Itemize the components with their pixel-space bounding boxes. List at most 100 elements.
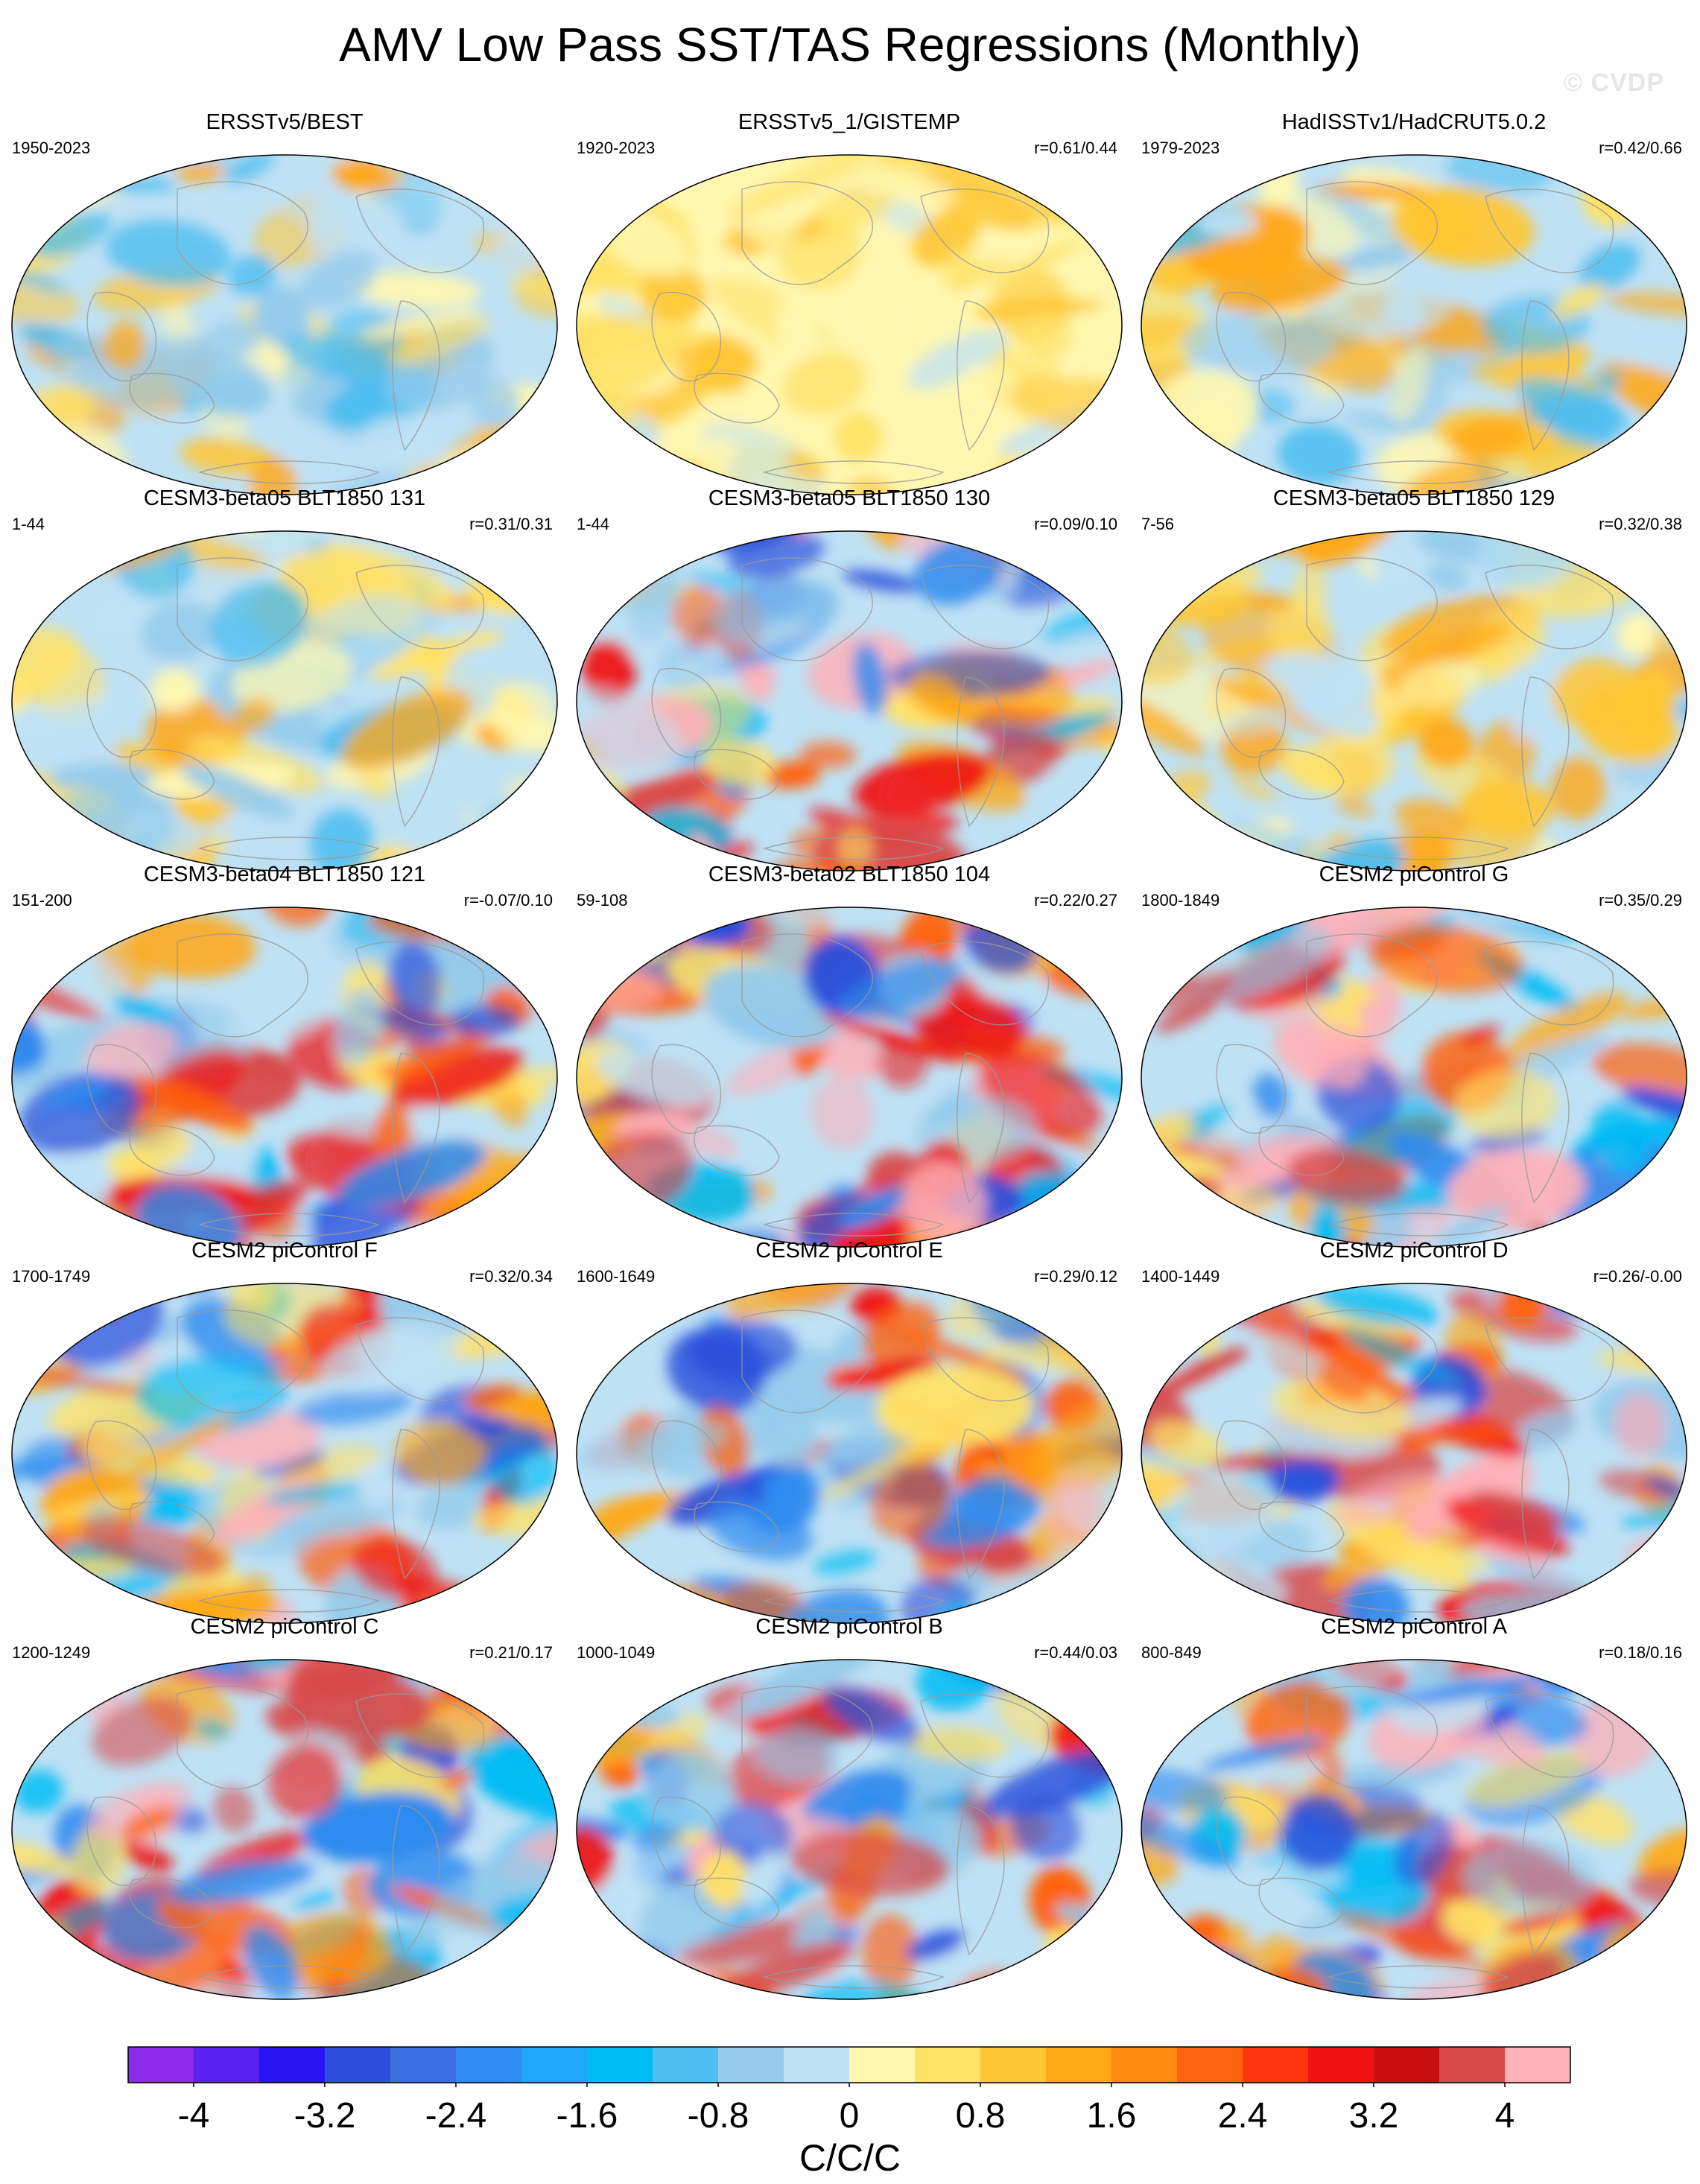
colorbar-swatch (653, 2047, 719, 2083)
regression-field (12, 531, 557, 871)
panel-correlation: r=0.29/0.12 (1034, 1267, 1117, 1286)
colorbar-swatch (456, 2047, 522, 2083)
regression-field (12, 1660, 557, 1999)
colorbar-swatch (1046, 2047, 1112, 2083)
colorbar-swatch (1505, 2047, 1571, 2083)
map-panel: HadISSTv1/HadCRUT5.0.2 1979-2023 r=0.42/0.… (1135, 109, 1693, 511)
panel-correlation: r=0.31/0.31 (469, 515, 553, 533)
colorbar-swatch (1111, 2047, 1178, 2083)
colorbar-swatch (194, 2047, 260, 2083)
cvdp-watermark: © CVDP (1564, 69, 1664, 97)
map-border (11, 1283, 558, 1624)
panel-period: 1920-2023 (577, 139, 656, 157)
colorbar-tick-label: -0.8 (688, 2096, 749, 2135)
map-border (11, 530, 558, 872)
regression-field (1141, 531, 1687, 871)
colorbar: -4 -3.2 -2.4 -1.6 -0.8 0 0.8 1.6 2.4 3.2 4 (127, 2046, 1571, 2135)
colorbar-swatch (1374, 2047, 1440, 2083)
colorbar-tick-label: 3.2 (1349, 2096, 1399, 2135)
colorbar-tick-label: -3.2 (294, 2096, 356, 2135)
regression-field (1141, 155, 1687, 495)
regression-field (1141, 1660, 1687, 1999)
robinson-map (11, 907, 558, 1248)
panel-period: 1-44 (12, 515, 45, 533)
panel-correlation: r=0.32/0.38 (1599, 515, 1682, 533)
colorbar-swatch (325, 2047, 391, 2083)
map-panel: CESM3-beta05 BLT1850 130 1-44 r=0.09/0.10 (571, 485, 1128, 887)
panel-correlation: r=0.42/0.66 (1599, 139, 1682, 157)
panel-title: ERSSTv5/BEST (206, 110, 364, 134)
panel-title: CESM3-beta05 BLT1850 130 (708, 486, 991, 510)
regression-field (12, 155, 557, 495)
panel-period: 151-200 (12, 891, 72, 910)
panel-title: CESM2 piControl D (1319, 1239, 1509, 1263)
robinson-map (576, 530, 1123, 872)
colorbar-swatch (587, 2047, 653, 2083)
panel-correlation: r=0.18/0.16 (1599, 1643, 1682, 1662)
panel-correlation: r=0.32/0.34 (469, 1267, 553, 1286)
colorbar-swatch (1439, 2047, 1506, 2083)
robinson-map (11, 1283, 558, 1624)
robinson-map (576, 154, 1123, 495)
robinson-map (11, 1659, 558, 2000)
regression-field (577, 1660, 1122, 1999)
robinson-map (11, 530, 558, 872)
map-panel: CESM3-beta02 BLT1850 104 59-108 r=0.22/0.2… (571, 861, 1128, 1263)
panel-correlation: r=-0.07/0.10 (463, 891, 553, 910)
map-panel: CESM2 piControl C 1200-1249 r=0.21/0.17 (6, 1613, 563, 2016)
colorbar-tick-label: 0.8 (956, 2096, 1006, 2135)
map-border (576, 530, 1123, 872)
map-panel: CESM2 piControl B 1000-1049 r=0.44/0.03 (571, 1613, 1128, 2016)
panel-period: 1800-1849 (1141, 891, 1220, 910)
regression-field (12, 1283, 557, 1623)
panel-title: ERSSTv5_1/GISTEMP (738, 110, 961, 134)
robinson-map (11, 154, 558, 495)
colorbar-swatch (980, 2047, 1047, 2083)
robinson-map (1141, 1283, 1687, 1624)
panel-title: CESM3-beta04 BLT1850 121 (143, 863, 426, 886)
map-border (1141, 1659, 1687, 2000)
panel-title: CESM2 piControl C (190, 1615, 379, 1639)
panel-period: 1950-2023 (12, 139, 91, 157)
panel-title: CESM2 piControl E (755, 1239, 943, 1263)
colorbar-tick-label: -4 (178, 2096, 210, 2135)
map-panel: CESM3-beta05 BLT1850 129 7-56 r=0.32/0.38 (1135, 485, 1693, 887)
colorbar-swatch (915, 2047, 981, 2083)
robinson-map (576, 1283, 1123, 1624)
map-border (1141, 907, 1687, 1248)
map-panel: ERSSTv5_1/GISTEMP 1920-2023 r=0.61/0.44 (571, 109, 1128, 511)
map-panel: CESM3-beta05 BLT1850 131 1-44 r=0.31/0.31 (6, 485, 563, 887)
regression-field (577, 155, 1122, 495)
robinson-map (576, 907, 1123, 1248)
panel-period: 800-849 (1141, 1643, 1202, 1662)
page-title: AMV Low Pass SST/TAS Regressions (Monthl… (339, 18, 1361, 72)
colorbar-tick-label: 2.4 (1218, 2096, 1268, 2135)
colorbar-tick-label: -2.4 (425, 2096, 487, 2135)
panel-correlation: r=0.35/0.29 (1599, 891, 1682, 910)
panel-correlation: r=0.44/0.03 (1034, 1643, 1117, 1662)
map-panel: CESM2 piControl F 1700-1749 r=0.32/0.34 (6, 1237, 563, 1639)
map-panel: CESM3-beta04 BLT1850 121 151-200 r=-0.07/0… (6, 861, 563, 1263)
regression-field (1141, 1283, 1687, 1623)
colorbar-swatch (259, 2047, 326, 2083)
map-border (1141, 1283, 1687, 1624)
regression-field (577, 1283, 1122, 1623)
map-panel: CESM2 piControl D 1400-1449 r=0.26/-0.00 (1135, 1237, 1693, 1639)
robinson-map (576, 1659, 1123, 2000)
panel-correlation: r=0.09/0.10 (1034, 515, 1117, 533)
panel-correlation: r=0.26/-0.00 (1593, 1267, 1682, 1286)
robinson-map (1141, 530, 1687, 872)
panel-title: CESM3-beta05 BLT1850 129 (1272, 486, 1555, 510)
robinson-map (1141, 154, 1687, 495)
map-border (11, 1659, 558, 2000)
map-border (576, 1283, 1123, 1624)
colorbar-units: C/C/C (799, 2137, 901, 2179)
map-border (576, 907, 1123, 1248)
map-panel: CESM2 piControl G 1800-1849 r=0.35/0.29 (1135, 861, 1693, 1263)
panel-title: CESM2 piControl G (1319, 863, 1509, 886)
regression-field (12, 907, 557, 1247)
map-border (576, 1659, 1123, 2000)
colorbar-swatch (1243, 2047, 1309, 2083)
panel-period: 1700-1749 (12, 1267, 91, 1286)
regression-field (577, 907, 1122, 1247)
